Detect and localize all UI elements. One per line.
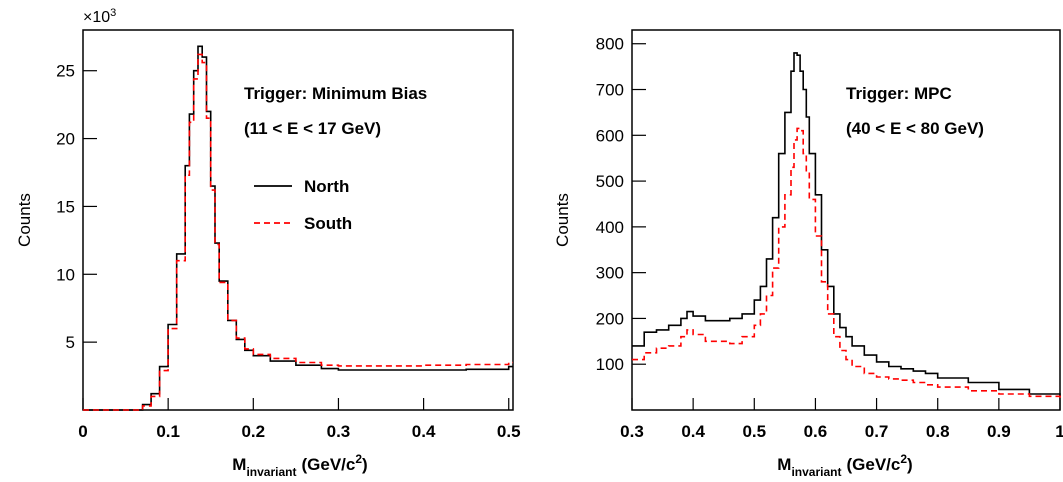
right-x-tick-label: 0.4 [681, 422, 705, 441]
right-x-tick-label: 1 [1055, 422, 1063, 441]
left-y-ticks: 5 10 15 20 25 [56, 62, 97, 352]
right-y-tick-label: 200 [596, 309, 624, 328]
left-annotation-trigger: Trigger: Minimum Bias [244, 84, 427, 103]
legend-north-label: North [304, 177, 349, 196]
right-x-ticks: 0.3 0.4 0.5 0.6 0.7 0.8 0.9 1 [620, 398, 1063, 441]
left-x-tick-label: 0.2 [241, 422, 265, 441]
right-x-tick-label: 0.3 [620, 422, 644, 441]
left-y-axis-label: Counts [15, 193, 34, 247]
right-y-tick-label: 100 [596, 355, 624, 374]
left-chart: 5 10 15 20 25 0 0.1 0.2 0.3 0.4 0.5 ×103 Counts M… [15, 7, 521, 479]
left-y-tick-label: 5 [66, 333, 75, 352]
right-series [632, 52, 1061, 399]
left-x-axis-label: Minvariant (GeV/c2) [232, 452, 367, 479]
right-x-axis-label: Minvariant (GeV/c2) [777, 452, 912, 479]
left-y-multiplier: ×103 [83, 7, 116, 26]
legend: North South [254, 177, 352, 233]
left-x-tick-label: 0.4 [412, 422, 436, 441]
right-y-tick-label: 600 [596, 126, 624, 145]
right-y-tick-label: 800 [596, 35, 624, 54]
right-annotation-energy: (40 < E < 80 GeV) [846, 119, 984, 138]
right-y-axis-label: Counts [553, 193, 572, 247]
right-x-tick-label: 0.6 [804, 422, 828, 441]
right-y-tick-label: 500 [596, 172, 624, 191]
left-y-tick-label: 15 [56, 197, 75, 216]
right-x-tick-label: 0.5 [742, 422, 766, 441]
right-x-tick-label: 0.7 [865, 422, 889, 441]
left-x-tick-label: 0 [78, 422, 87, 441]
right-x-tick-label: 0.8 [926, 422, 950, 441]
left-series-south [83, 53, 513, 411]
left-x-tick-label: 0.3 [327, 422, 351, 441]
left-y-tick-label: 20 [56, 130, 75, 149]
right-y-tick-label: 400 [596, 218, 624, 237]
left-y-tick-label: 25 [56, 62, 75, 81]
right-chart: 100 200 300 400 500 600 700 800 0.3 0.4 0.5 0.6 0.7… [553, 29, 1063, 479]
right-plot-frame [631, 29, 1061, 411]
right-y-ticks: 100 200 300 400 500 600 700 800 [596, 35, 646, 374]
left-y-tick-label: 10 [56, 265, 75, 284]
left-series [83, 45, 513, 411]
right-series-south [632, 127, 1061, 399]
left-x-tick-label: 0.1 [156, 422, 180, 441]
left-x-tick-label: 0.5 [497, 422, 521, 441]
left-annotation-energy: (11 < E < 17 GeV) [244, 119, 381, 138]
right-x-tick-label: 0.9 [987, 422, 1011, 441]
right-series-north [632, 52, 1061, 397]
right-y-tick-label: 300 [596, 264, 624, 283]
right-annotation-trigger: Trigger: MPC [846, 84, 952, 103]
legend-south-label: South [304, 214, 352, 233]
right-y-tick-label: 700 [596, 81, 624, 100]
left-plot-frame [82, 29, 514, 411]
left-x-ticks: 0 0.1 0.2 0.3 0.4 0.5 [78, 398, 521, 441]
